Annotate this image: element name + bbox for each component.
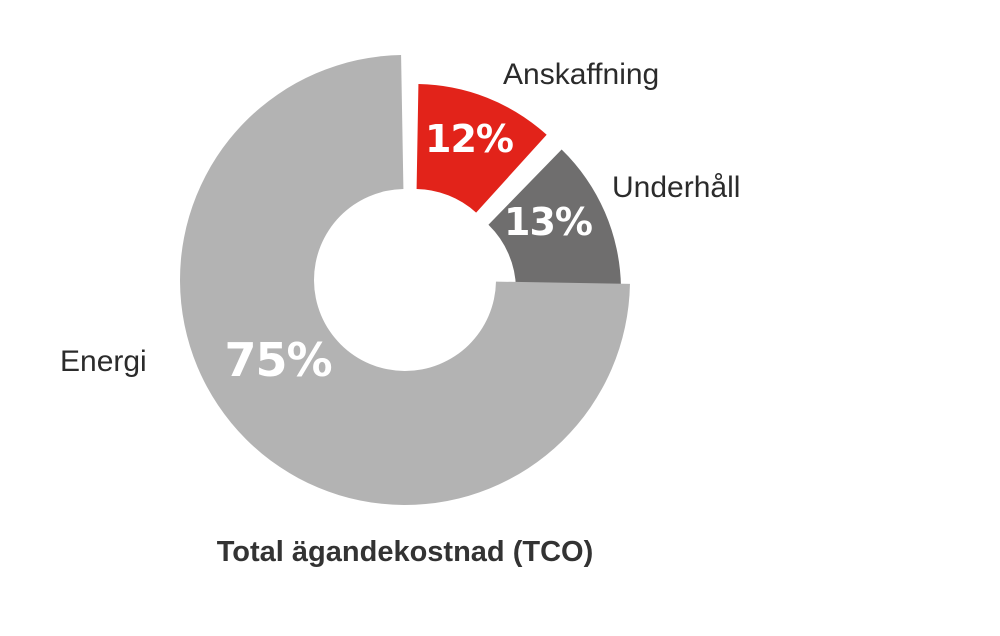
chart-title: Total ägandekostnad (TCO) (217, 536, 593, 568)
donut-slices (180, 55, 630, 505)
slice-name-anskaffning: Anskaffning (503, 58, 659, 91)
slice-name-energi: Energi (60, 345, 147, 378)
slice-label-energi-pct: 75% (224, 333, 331, 387)
donut-slice-underh-ll (488, 149, 621, 289)
slice-name-underhall: Underhåll (612, 171, 740, 204)
slice-label-underhall-pct: 13% (504, 200, 592, 244)
slice-label-anskaffning-pct: 12% (425, 117, 513, 161)
donut-slice-energi (180, 55, 630, 505)
donut-slice-anskaffning (416, 84, 547, 213)
